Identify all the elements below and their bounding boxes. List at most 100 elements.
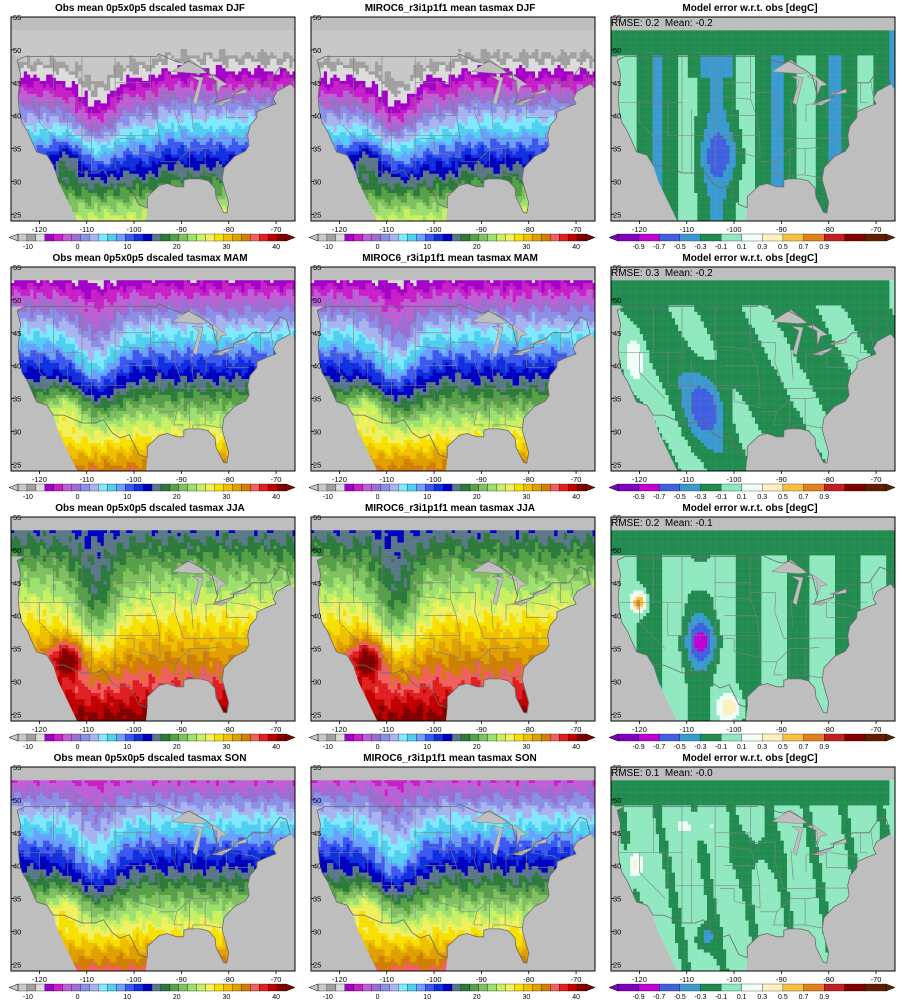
x-tick-label: -100 [127, 225, 142, 234]
colorbar-box [116, 984, 125, 991]
colorbar-box [550, 984, 559, 991]
colorbar-box [381, 984, 390, 991]
colorbar-box [515, 484, 524, 491]
x-tick-label: -120 [332, 225, 347, 234]
colorbar-box [107, 484, 116, 491]
colorbar-box [215, 734, 224, 741]
y-tick-label: 25 [613, 460, 621, 469]
colorbar-box [479, 984, 488, 991]
x-tick-label: -100 [427, 725, 442, 734]
y-tick-label: 35 [13, 145, 21, 154]
colorbar-box [152, 234, 161, 241]
colorbar-tick-label: 10 [423, 994, 431, 1000]
colorbar-box [804, 734, 825, 741]
colorbar-box [125, 734, 134, 741]
colorbar-box [98, 984, 107, 991]
colorbar-min-arrow [9, 734, 18, 741]
x-tick-label: -110 [679, 225, 693, 234]
colorbar-tick-label: 40 [272, 994, 280, 1000]
colorbar-box [845, 984, 866, 991]
colorbar-box [742, 734, 763, 741]
x-tick-label: -110 [379, 475, 393, 484]
x-tick-label: -120 [632, 975, 647, 984]
colorbar-box [327, 984, 336, 991]
colorbar-box [541, 984, 550, 991]
colorbar-box [143, 734, 152, 741]
colorbar-box [232, 234, 241, 241]
colorbar-tick-label: -10 [323, 994, 333, 1000]
colorbar-min-arrow [309, 484, 318, 491]
colorbar-box [461, 984, 470, 991]
colorbar-box [824, 984, 845, 991]
y-tick-label: 45 [613, 79, 621, 88]
colorbar-box [250, 484, 259, 491]
colorbar-box [36, 984, 45, 991]
colorbar-box [452, 484, 461, 491]
colorbar-box [345, 984, 354, 991]
colorbar-box [98, 734, 107, 741]
colorbar-tick-label: -10 [23, 994, 33, 1000]
colorbar-box [206, 234, 215, 241]
colorbar-box [390, 734, 399, 741]
y-tick-label: 45 [613, 829, 621, 838]
colorbar-box [188, 484, 197, 491]
x-tick-label: -120 [32, 225, 47, 234]
colorbar-box [170, 484, 179, 491]
colorbar-box [762, 484, 783, 491]
colorbar-box [134, 734, 143, 741]
y-tick-label: 30 [313, 178, 321, 187]
colorbar-box [81, 734, 90, 741]
colorbar-box [721, 984, 742, 991]
colorbar-box [345, 734, 354, 741]
colorbar-box [680, 734, 701, 741]
colorbar-tick-label: 30 [223, 994, 231, 1000]
colorbar-box [327, 234, 336, 241]
x-tick-label: -70 [571, 225, 582, 234]
colorbar-box [318, 234, 327, 241]
x-tick-label: -100 [427, 225, 442, 234]
obs-map-panel-son: Obs mean 0p5x0p5 dscaled tasmax SON -120-… [0, 750, 300, 1000]
colorbar-box [54, 484, 63, 491]
y-tick-label: 50 [313, 546, 321, 555]
y-tick-label: 25 [13, 710, 21, 719]
err-map-svg: -120 -110 -100 -90 -80 -7025303540455055-0.9-… [600, 0, 900, 250]
colorbar-box [532, 484, 541, 491]
colorbar-box [425, 484, 434, 491]
colorbar-box [170, 734, 179, 741]
x-tick-label: -120 [332, 975, 347, 984]
x-tick-label: -90 [776, 725, 787, 734]
colorbar-box [372, 984, 381, 991]
colorbar-box [479, 484, 488, 491]
y-tick-label: 30 [13, 928, 21, 937]
colorbar-box [116, 234, 125, 241]
x-tick-label: -80 [523, 725, 534, 734]
colorbar-box [506, 234, 515, 241]
colorbar-box [134, 984, 143, 991]
colorbar-box [277, 234, 286, 241]
colorbar-box [188, 734, 197, 741]
x-tick-label: -80 [823, 475, 834, 484]
colorbar-box [434, 484, 443, 491]
x-tick-label: -70 [571, 725, 582, 734]
colorbar-box [232, 984, 241, 991]
x-tick-label: -90 [476, 975, 487, 984]
model-map-panel-mam: MIROC6_r3i1p1f1 mean tasmax MAM -120 -110-… [300, 250, 600, 500]
colorbar-box [277, 484, 286, 491]
colorbar-box [416, 234, 425, 241]
colorbar-box [488, 734, 497, 741]
colorbar-box [559, 484, 568, 491]
colorbar-box [541, 234, 550, 241]
x-tick-label: -110 [679, 975, 693, 984]
colorbar-box [568, 984, 577, 991]
y-tick-label: 40 [613, 612, 621, 621]
err-map-svg: -120 -110 -100 -90 -80 -7025303540455055-0.9-… [600, 750, 900, 1000]
y-tick-label: 55 [13, 263, 21, 272]
colorbar-box [161, 234, 170, 241]
colorbar-box [470, 484, 479, 491]
y-tick-label: 50 [13, 546, 21, 555]
x-tick-label: -80 [523, 975, 534, 984]
err-map-panel-son: Model error w.r.t. obs [degC] -120 -110 -10… [600, 750, 900, 1000]
colorbar-min-arrow [309, 234, 318, 241]
colorbar-box [72, 734, 81, 741]
y-tick-label: 35 [313, 145, 321, 154]
